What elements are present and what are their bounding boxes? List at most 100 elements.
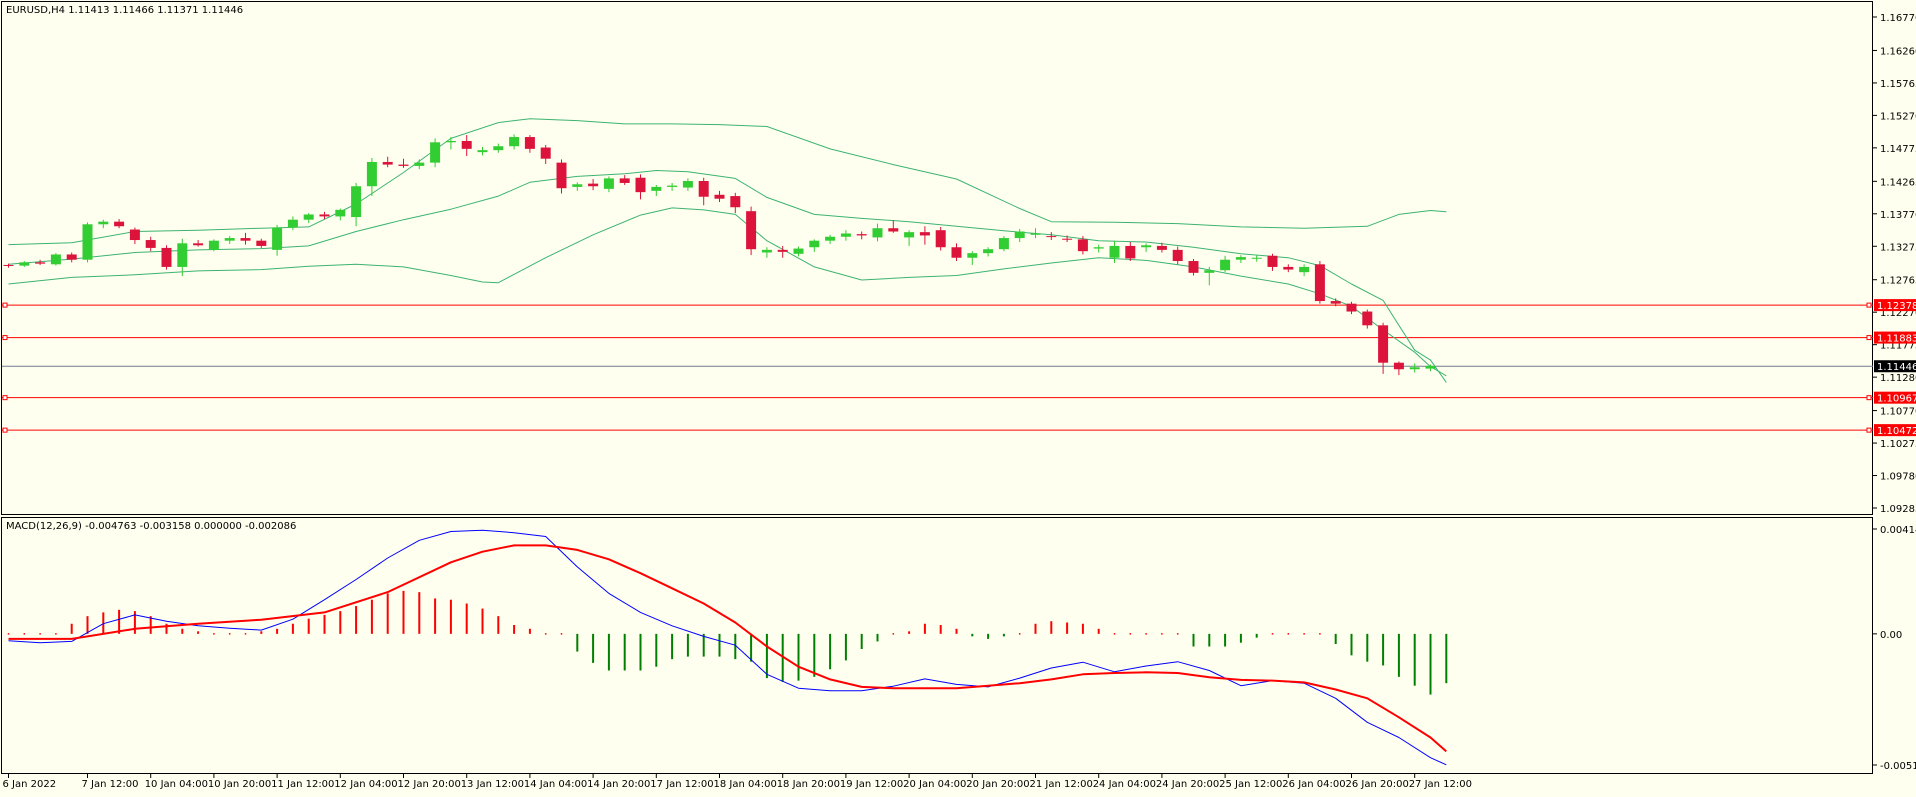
time-tick-label: 20 Jan 04:00	[903, 779, 966, 790]
macd-histogram-bar	[229, 633, 231, 635]
candle-body	[1078, 239, 1088, 251]
macd-histogram-bar	[1019, 633, 1021, 635]
candle-body	[1236, 257, 1246, 260]
candle	[51, 253, 61, 265]
candle-body	[794, 249, 804, 254]
level-handle-right	[1867, 396, 1871, 400]
candle-body	[4, 265, 14, 266]
candle-body	[651, 187, 661, 191]
candle-body	[162, 248, 172, 267]
level-price-label: 1.10967	[1877, 394, 1916, 405]
candle-body	[225, 238, 235, 241]
candle-body	[1268, 256, 1278, 267]
time-tick-label: 13 Jan 12:00	[461, 779, 524, 790]
time-tick-label: 12 Jan 20:00	[398, 779, 461, 790]
level-handle-left	[3, 336, 7, 340]
macd-histogram-bar	[1114, 633, 1116, 635]
candle-body	[1299, 267, 1309, 272]
candle-body	[762, 250, 772, 253]
candle-body	[414, 163, 424, 166]
candle-body	[193, 243, 203, 245]
candle	[1315, 261, 1325, 304]
time-tick-label: 24 Jan 20:00	[1156, 779, 1219, 790]
candle-body	[952, 247, 962, 257]
candle-body	[35, 262, 45, 263]
candle-body	[825, 237, 835, 241]
candle-body	[83, 224, 93, 259]
candle-body	[1125, 246, 1135, 258]
candle-body	[572, 184, 582, 187]
candle-body	[1031, 233, 1041, 234]
candle-body	[1062, 239, 1072, 240]
time-tick-label: 25 Jan 12:00	[1219, 779, 1282, 790]
candle-body	[114, 222, 124, 227]
price-tick-label: 1.16770	[1880, 13, 1916, 24]
time-tick-label: 21 Jan 12:00	[1030, 779, 1093, 790]
time-tick-label: 17 Jan 12:00	[650, 779, 713, 790]
candle-body	[683, 181, 693, 188]
candle-body	[51, 254, 61, 264]
time-tick-label: 27 Jan 12:00	[1409, 779, 1472, 790]
symbol-info: EURUSD,H4 1.11413 1.11466 1.11371 1.1144…	[6, 5, 243, 16]
candle-body	[888, 228, 898, 231]
candle-body	[525, 137, 535, 149]
price-tick-label: 1.14775	[1880, 144, 1916, 155]
time-tick-label: 18 Jan 20:00	[777, 779, 840, 790]
time-tick-label: 6 Jan 2022	[3, 779, 57, 790]
candle	[83, 222, 93, 262]
candle-body	[841, 233, 851, 236]
candle-body	[999, 238, 1009, 249]
macd-tick-label: 0.004147	[1880, 525, 1916, 536]
price-tick-label: 1.10770	[1880, 407, 1916, 418]
candle-body	[746, 211, 756, 249]
candle-body	[1015, 232, 1025, 239]
macd-histogram-bar	[893, 633, 895, 635]
candle-body	[146, 240, 156, 248]
candle-body	[983, 249, 993, 253]
macd-histogram-bar	[1161, 633, 1163, 635]
candle-body	[462, 141, 472, 149]
candle-body	[209, 241, 219, 250]
candle-body	[604, 178, 614, 188]
time-tick-label: 14 Jan 20:00	[587, 779, 650, 790]
candle-body	[1283, 267, 1293, 270]
candle-body	[620, 178, 630, 183]
candle-body	[1094, 247, 1104, 248]
price-tick-label: 1.16260	[1880, 46, 1916, 57]
level-price-label: 1.10472	[1877, 426, 1916, 437]
candle-body	[904, 232, 914, 237]
macd-histogram-bar	[1319, 633, 1321, 635]
time-tick-label: 26 Jan 20:00	[1346, 779, 1409, 790]
price-tick-label: 1.09285	[1880, 504, 1916, 515]
level-handle-left	[3, 428, 7, 432]
candle-body	[256, 241, 266, 246]
price-tick-label: 1.14265	[1880, 177, 1916, 188]
time-tick-label: 12 Jan 04:00	[334, 779, 397, 790]
candle-body	[1426, 366, 1436, 369]
candle-body	[1046, 236, 1056, 237]
candle-body	[430, 142, 440, 162]
candle-body	[730, 196, 740, 207]
level-price-label: 1.12378	[1877, 301, 1916, 312]
candle-body	[509, 137, 519, 146]
candle-body	[1189, 261, 1199, 273]
macd-histogram-bar	[1303, 633, 1305, 635]
candle-body	[288, 220, 298, 228]
price-tick-label: 1.10275	[1880, 439, 1916, 450]
time-tick-label: 7 Jan 12:00	[82, 779, 139, 790]
candle-body	[1410, 367, 1420, 369]
candle-body	[1110, 246, 1120, 258]
price-tick-label: 1.13275	[1880, 242, 1916, 253]
time-tick-label: 10 Jan 20:00	[208, 779, 271, 790]
candle-body	[177, 243, 187, 267]
candle-body	[873, 228, 883, 237]
candle-body	[1204, 270, 1214, 273]
macd-histogram-bar	[1177, 633, 1179, 635]
price-tick-label: 1.15270	[1880, 111, 1916, 122]
candle-body	[715, 195, 725, 199]
candle-body	[967, 253, 977, 258]
candle-body	[636, 178, 646, 192]
candle-body	[130, 230, 140, 240]
